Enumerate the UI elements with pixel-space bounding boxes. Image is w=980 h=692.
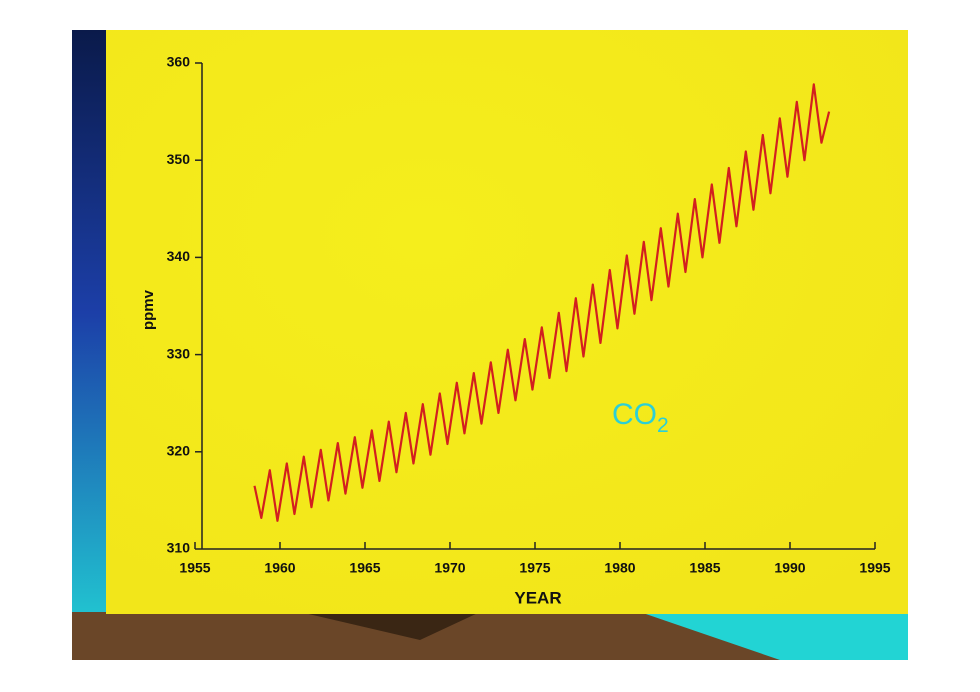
x-tick-label: 1965 xyxy=(349,560,380,576)
y-axis-title: ppmv xyxy=(140,289,157,330)
chart-panel xyxy=(106,30,908,614)
x-tick-label: 1980 xyxy=(604,560,635,576)
y-tick-label: 340 xyxy=(167,248,191,264)
x-tick-label: 1975 xyxy=(519,560,550,576)
x-tick-label: 1995 xyxy=(859,560,890,576)
y-tick-label: 350 xyxy=(167,151,191,167)
co2-label: CO2 xyxy=(612,398,669,437)
co2-text: CO xyxy=(612,398,657,431)
y-tick-label: 330 xyxy=(167,345,191,361)
co2-subscript: 2 xyxy=(657,414,669,437)
x-tick-label: 1985 xyxy=(689,560,720,576)
x-axis-title: YEAR xyxy=(514,588,561,607)
x-tick-label: 1960 xyxy=(264,560,295,576)
x-tick-label: 1990 xyxy=(774,560,805,576)
x-tick-label: 1955 xyxy=(179,560,210,576)
bottom-cyan xyxy=(640,612,908,660)
y-tick-label: 310 xyxy=(167,540,191,556)
left-strip xyxy=(72,30,106,660)
y-tick-label: 360 xyxy=(167,54,191,70)
bottom-shadow xyxy=(300,612,480,640)
x-tick-label: 1970 xyxy=(434,560,465,576)
y-tick-label: 320 xyxy=(167,443,191,459)
co2-line xyxy=(253,83,831,522)
